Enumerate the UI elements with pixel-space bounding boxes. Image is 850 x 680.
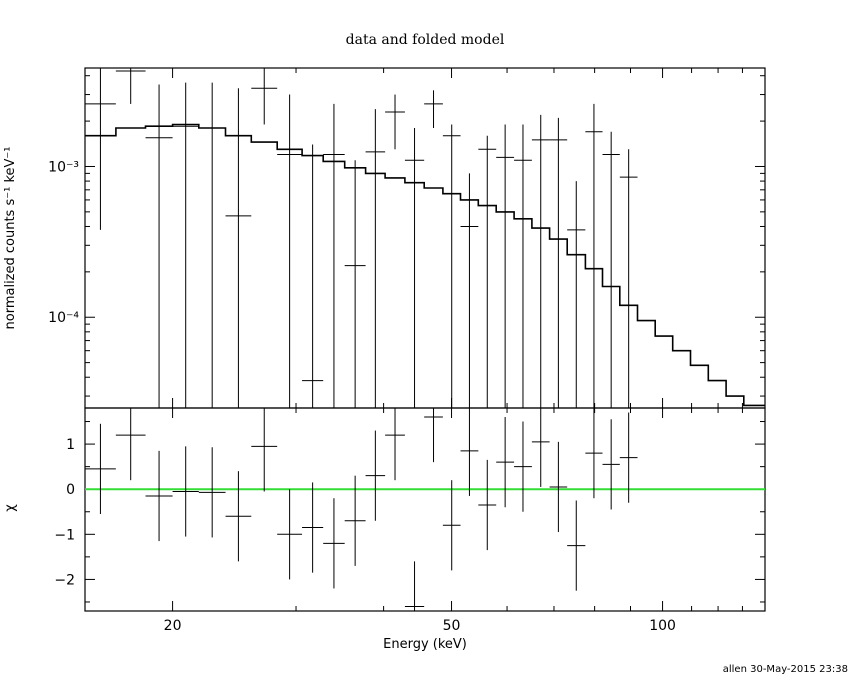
data-point: [549, 117, 568, 408]
residual-point: [567, 500, 586, 591]
data-point: [172, 82, 199, 408]
residual-point: [172, 446, 199, 537]
residual-point: [531, 408, 550, 487]
residual-point: [85, 423, 116, 515]
x-tick-label: 100: [649, 618, 676, 634]
folded-model-line: [85, 123, 765, 407]
residual-point: [442, 480, 461, 571]
data-point: [460, 173, 479, 408]
residual-point: [302, 482, 324, 573]
residual-point: [514, 421, 532, 512]
data-point: [323, 103, 345, 408]
data-point: [365, 109, 386, 408]
residual-point: [385, 408, 405, 481]
data-point: [115, 68, 146, 104]
residual-point: [496, 417, 515, 508]
x-tick-label: 20: [164, 618, 182, 634]
y-tick-label-top: 10⁻⁴: [48, 310, 79, 326]
y-axis-label-bottom: χ: [3, 504, 18, 512]
x-tick-label: 50: [443, 618, 461, 634]
data-point: [619, 149, 638, 408]
residual-point: [404, 561, 425, 611]
y-tick-label-bottom: −2: [54, 572, 75, 588]
data-point: [344, 160, 366, 408]
data-point: [567, 181, 586, 408]
data-point: [277, 94, 303, 408]
data-point: [302, 144, 324, 408]
residual-point: [460, 408, 479, 496]
data-point: [145, 84, 173, 408]
y-tick-label-bottom: −1: [54, 527, 75, 543]
data-point: [251, 68, 278, 125]
data-point: [385, 94, 405, 150]
chart-title: data and folded model: [346, 32, 505, 48]
residual-point: [198, 447, 226, 538]
data-point: [496, 124, 515, 408]
timestamp-stamp: allen 30-May-2015 23:38: [723, 664, 848, 675]
residual-point: [344, 475, 366, 566]
y-tick-label-bottom: 0: [66, 482, 75, 498]
data-point: [585, 103, 603, 408]
data-point: [198, 82, 226, 408]
residual-point: [585, 408, 603, 499]
residual-point: [251, 408, 278, 492]
residual-point: [323, 498, 345, 589]
x-axis-label: Energy (keV): [383, 637, 467, 652]
data-point: [404, 127, 425, 408]
data-point: [442, 124, 461, 408]
y-tick-label-top: 10⁻³: [48, 159, 79, 175]
top-panel: 10⁻⁴ 10⁻³: [48, 67, 766, 409]
residual-point: [115, 408, 146, 481]
top-panel-frame: [84, 67, 766, 409]
data-point: [85, 68, 116, 230]
residual-point: [365, 430, 386, 521]
bottom-panel: 20 50 100 −2 −1 0 1: [54, 407, 766, 634]
residual-point: [602, 419, 620, 510]
y-axis-label-top: normalized counts s⁻¹ keV⁻¹: [3, 147, 18, 330]
bottom-panel-frame: [84, 407, 766, 612]
data-point: [602, 131, 620, 408]
data-point: [225, 88, 252, 408]
data-point: [478, 135, 497, 408]
data-point: [514, 124, 532, 408]
residual-point: [424, 408, 443, 463]
residual-point: [619, 412, 638, 503]
data-point: [531, 114, 550, 408]
residual-point: [277, 489, 303, 580]
residual-point: [225, 471, 252, 562]
residual-point: [549, 441, 568, 533]
y-tick-label-bottom: 1: [66, 437, 75, 453]
residual-point: [145, 450, 173, 542]
data-point: [424, 90, 443, 128]
residual-point: [478, 459, 497, 551]
